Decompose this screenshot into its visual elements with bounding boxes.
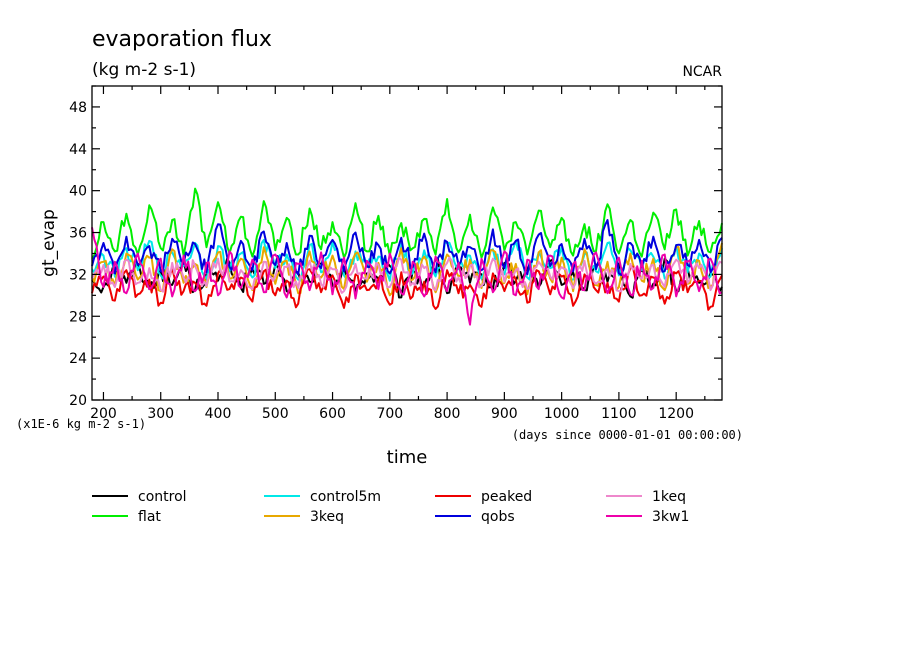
x-tick-label: 600 xyxy=(319,406,346,422)
legend-label-peaked: peaked xyxy=(481,489,532,505)
legend-label-control: control xyxy=(138,489,187,505)
x-axis-ticks: 200 300 400 500 600 700 800 900 1000 1100 1200 xyxy=(90,86,706,422)
x-tick-label: 500 xyxy=(262,406,289,422)
y-axis-label: gt_evap xyxy=(39,209,59,277)
legend-label-1keq: 1keq xyxy=(652,489,686,505)
x-tick-label: 200 xyxy=(90,406,117,422)
x-tick-label: 1000 xyxy=(544,406,580,422)
x-tick-label: 1100 xyxy=(601,406,637,422)
chart-subtitle: (kg m-2 s-1) xyxy=(92,60,196,80)
source-label: NCAR xyxy=(682,64,722,80)
y-scale-note: (x1E-6 kg m-2 s-1) xyxy=(16,417,146,431)
y-axis-ticks: 20 24 28 32 36 40 44 48 xyxy=(69,85,722,409)
y-tick-label: 32 xyxy=(69,267,87,283)
x-tick-label: 700 xyxy=(376,406,403,422)
legend-label-3keq: 3keq xyxy=(310,509,344,525)
y-tick-label: 20 xyxy=(69,393,87,409)
chart-title: evaporation flux xyxy=(92,27,272,52)
y-tick-label: 40 xyxy=(69,184,87,200)
x-axis-label: time xyxy=(387,447,428,468)
y-tick-label: 36 xyxy=(69,226,87,242)
y-tick-label: 44 xyxy=(69,142,87,158)
x-tick-label: 1200 xyxy=(658,406,694,422)
series-line-1keq xyxy=(91,256,723,294)
legend-label-control5m: control5m xyxy=(310,489,381,505)
plot-frame xyxy=(91,85,723,401)
x-tick-label: 400 xyxy=(205,406,232,422)
series-line-flat xyxy=(91,187,723,260)
legend-label-3kw1: 3kw1 xyxy=(652,509,689,525)
series-layer xyxy=(91,187,723,326)
y-tick-label: 24 xyxy=(69,351,87,367)
y-tick-label: 48 xyxy=(69,100,87,116)
series-line-3kw1 xyxy=(91,227,723,326)
legend-label-flat: flat xyxy=(138,509,161,525)
x-units-note: (days since 0000-01-01 00:00:00) xyxy=(512,428,743,442)
x-tick-label: 900 xyxy=(491,406,518,422)
legend: control flat control5m 3keq peaked qobs 1keq 3k… xyxy=(92,489,689,525)
y-tick-label: 28 xyxy=(69,309,87,325)
x-tick-label: 300 xyxy=(147,406,174,422)
x-tick-label: 800 xyxy=(434,406,461,422)
legend-label-qobs: qobs xyxy=(481,509,515,525)
